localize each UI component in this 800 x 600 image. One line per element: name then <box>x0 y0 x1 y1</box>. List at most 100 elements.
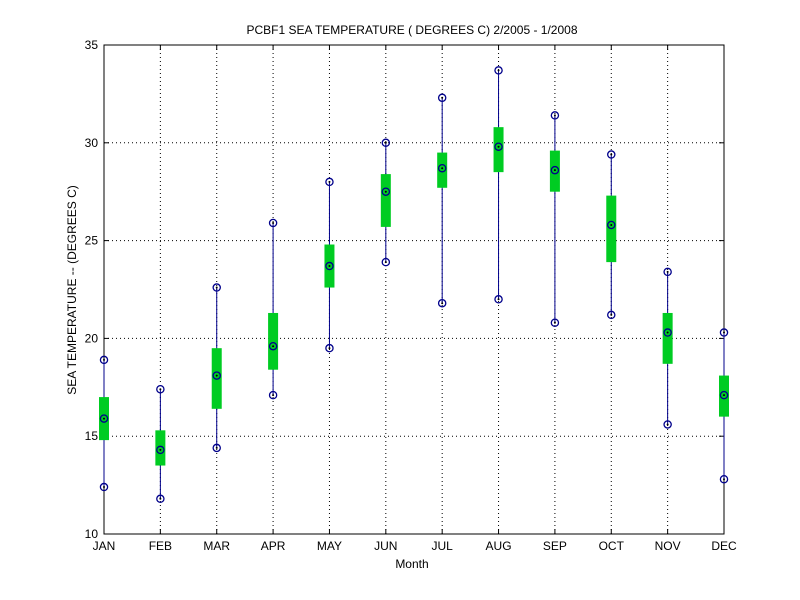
median-marker-dot <box>103 417 105 420</box>
median-marker <box>268 341 278 351</box>
box-feb <box>155 385 166 504</box>
box-nov <box>662 267 673 429</box>
x-tick-label: FEB <box>149 539 172 553</box>
max-marker-dot <box>103 358 105 361</box>
box-mar <box>211 283 222 453</box>
x-tick-label: OCT <box>599 539 625 553</box>
median-marker-dot <box>328 265 331 268</box>
median-marker <box>719 390 729 400</box>
min-marker <box>550 318 560 328</box>
box-apr <box>268 218 279 400</box>
min-marker <box>719 474 729 484</box>
max-marker-dot <box>497 69 500 72</box>
x-tick-label: MAY <box>317 539 342 553</box>
median-marker-dot <box>723 394 725 397</box>
iqr-box <box>211 348 222 409</box>
y-tick-label: 25 <box>85 234 99 248</box>
max-marker-dot <box>723 331 725 334</box>
min-marker <box>268 390 278 400</box>
box-dec <box>719 328 729 484</box>
max-marker-dot <box>215 286 218 289</box>
max-marker <box>212 283 221 292</box>
min-marker-dot <box>215 446 218 449</box>
x-tick-label: JUL <box>432 539 454 553</box>
x-tick-label: AUG <box>486 539 512 553</box>
median-marker-dot <box>272 345 275 348</box>
median-marker <box>550 165 560 175</box>
y-tick-label: 15 <box>85 429 99 443</box>
x-tick-label: JUN <box>374 539 397 553</box>
median-marker <box>607 220 616 230</box>
max-marker-dot <box>272 221 275 224</box>
y-tick-label: 10 <box>85 527 99 541</box>
min-marker <box>663 420 672 429</box>
box-jun <box>380 138 391 267</box>
min-marker-dot <box>666 423 669 426</box>
max-marker-dot <box>159 388 162 391</box>
min-marker-dot <box>328 347 331 350</box>
median-marker-dot <box>553 169 556 172</box>
iqr-box <box>380 174 391 227</box>
median-marker <box>663 328 672 337</box>
min-marker <box>494 295 503 304</box>
min-marker-dot <box>272 394 275 397</box>
max-marker <box>719 328 729 337</box>
min-marker <box>325 343 334 353</box>
min-marker <box>437 298 447 308</box>
box-may <box>324 177 335 353</box>
median-marker-dot <box>215 374 218 377</box>
median-marker <box>437 163 447 173</box>
min-marker <box>607 310 616 320</box>
max-marker-dot <box>384 141 387 144</box>
max-marker <box>550 111 560 120</box>
median-marker-dot <box>610 223 613 226</box>
median-marker-dot <box>497 145 500 148</box>
max-marker <box>381 138 391 148</box>
min-marker-dot <box>497 298 500 301</box>
median-marker <box>99 414 109 423</box>
iqr-box <box>268 312 279 370</box>
box-aug <box>493 66 504 304</box>
max-marker-dot <box>441 96 444 99</box>
median-marker-dot <box>441 167 444 170</box>
max-marker <box>325 177 334 187</box>
median-marker <box>325 261 334 271</box>
iqr-box <box>493 127 504 173</box>
box-oct <box>606 150 617 320</box>
min-marker-dot <box>610 313 613 316</box>
max-marker <box>663 267 672 277</box>
x-tick-label: NOV <box>655 539 681 553</box>
max-marker-dot <box>553 114 556 117</box>
max-marker <box>99 355 109 365</box>
min-marker-dot <box>441 302 444 305</box>
y-tick-label: 30 <box>85 136 99 150</box>
min-marker <box>156 494 165 504</box>
max-marker-dot <box>610 153 613 156</box>
max-marker <box>268 218 278 228</box>
box-jul <box>437 93 448 308</box>
max-marker <box>156 385 165 394</box>
x-tick-label: JAN <box>93 539 116 553</box>
min-marker-dot <box>384 261 387 264</box>
x-tick-label: DEC <box>711 539 737 553</box>
iqr-box <box>437 152 448 188</box>
box-jan <box>99 355 109 492</box>
max-marker <box>437 93 447 103</box>
min-marker <box>212 443 221 453</box>
min-marker <box>99 482 109 492</box>
median-marker <box>156 445 165 455</box>
max-marker-dot <box>328 180 331 183</box>
median-marker-dot <box>159 448 162 451</box>
min-marker-dot <box>103 486 105 489</box>
median-marker <box>212 371 221 380</box>
chart-title: PCBF1 SEA TEMPERATURE ( DEGREES C) 2/200… <box>246 23 577 37</box>
min-marker <box>381 257 391 267</box>
median-marker <box>494 142 503 151</box>
median-marker <box>381 187 391 196</box>
max-marker <box>607 150 616 159</box>
x-tick-label: MAR <box>203 539 230 553</box>
max-marker-dot <box>666 270 669 273</box>
min-marker-dot <box>723 478 725 481</box>
box-sep <box>549 111 560 328</box>
